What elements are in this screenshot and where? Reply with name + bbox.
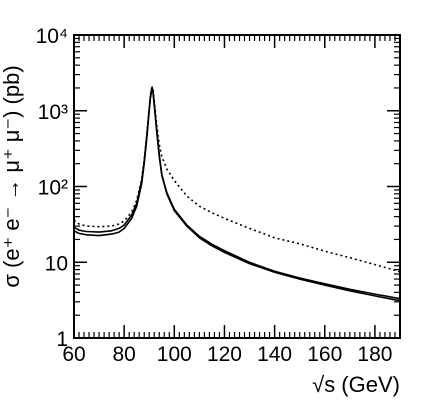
y-tick-label: 10 [45, 252, 68, 275]
series-layer [73, 86, 401, 302]
y-axis-label: σ (e⁺ e⁻ → μ⁺ μ⁻) (pb) [0, 65, 24, 287]
x-tick-label: 60 [62, 343, 85, 366]
plot-frame [73, 34, 401, 339]
series-line-3-dotted [73, 86, 401, 273]
series-line-1-solid [73, 88, 401, 302]
x-tick-label: 120 [207, 343, 242, 366]
x-tick-label: 140 [257, 343, 292, 366]
label-layer: 60 80 100 120 140 160 180 1 10 10² 10³ 10⁴ [36, 25, 393, 366]
series-line-2-solid [73, 87, 401, 300]
x-axis-label: √s (GeV) [312, 372, 400, 397]
x-tick-label: 80 [112, 343, 135, 366]
y-tick-label: 10⁴ [36, 25, 68, 48]
y-tick-label: 10³ [38, 101, 68, 124]
x-tick-label: 180 [357, 343, 392, 366]
x-tick-label: 100 [157, 343, 192, 366]
tick-layer [73, 34, 401, 339]
y-tick-label: 1 [56, 328, 68, 351]
x-tick-label: 160 [307, 343, 342, 366]
y-tick-label: 10² [38, 177, 68, 200]
